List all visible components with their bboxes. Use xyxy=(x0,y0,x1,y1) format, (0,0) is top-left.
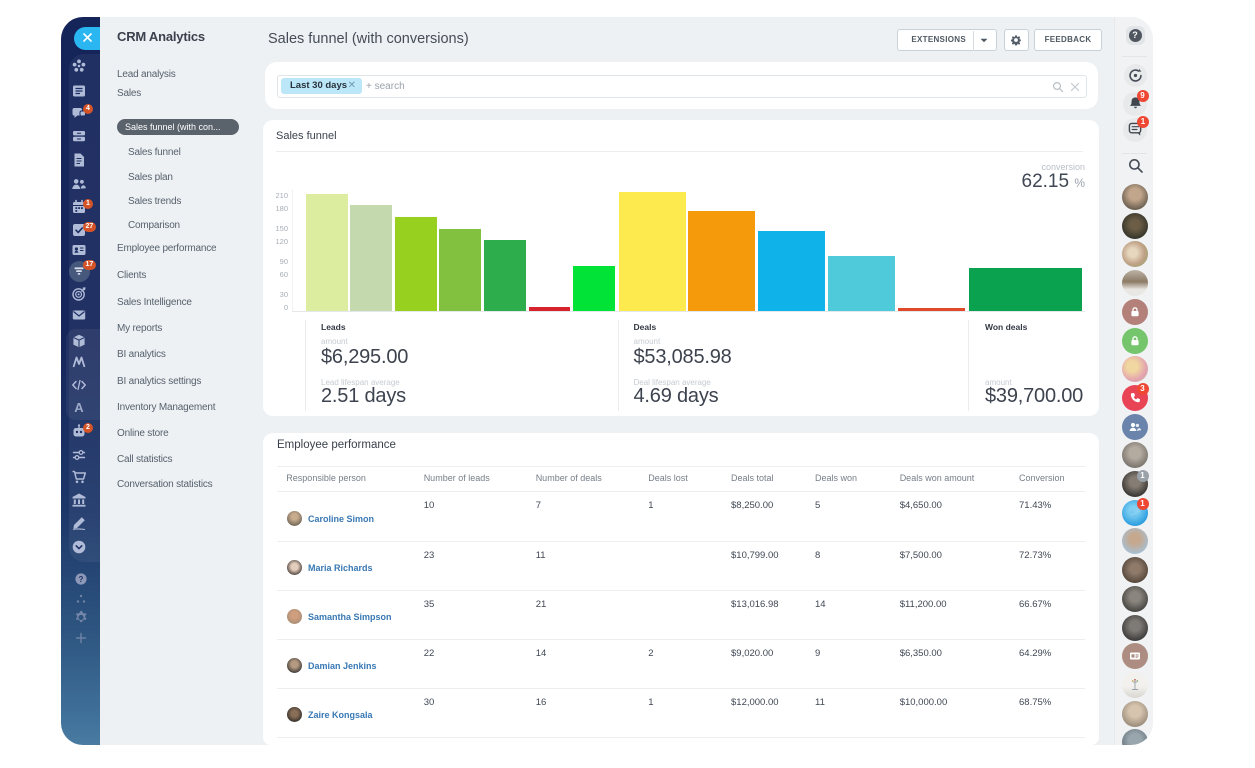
svg-text:?: ? xyxy=(78,575,83,584)
